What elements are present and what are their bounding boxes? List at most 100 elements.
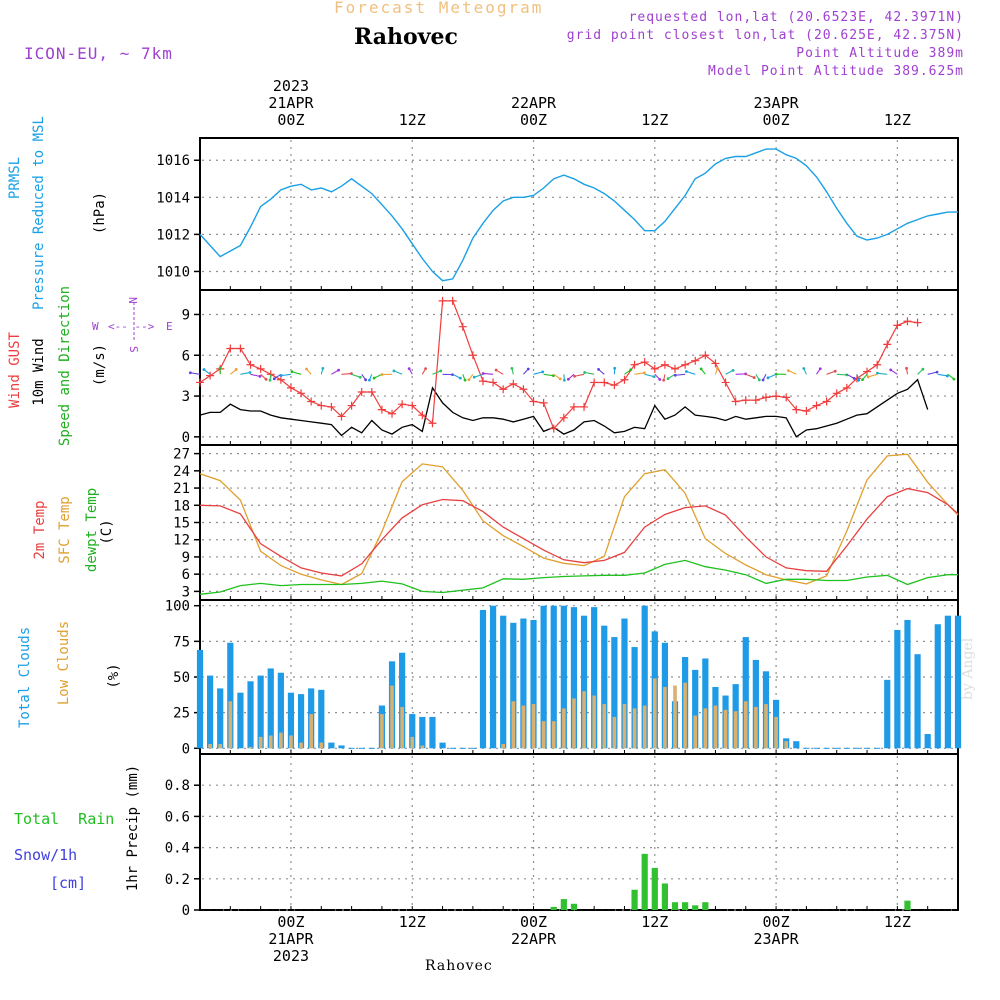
low-cloud-bar bbox=[572, 698, 576, 749]
low-cloud-bar bbox=[582, 691, 586, 749]
wind-direction-arrowhead bbox=[818, 367, 822, 371]
gust-point bbox=[276, 375, 285, 384]
wind-ytick-label: 0 bbox=[182, 430, 190, 446]
precip-panel-frame bbox=[199, 753, 959, 911]
gust-point bbox=[590, 378, 599, 387]
wind-direction-arrow bbox=[644, 373, 655, 378]
low-cloud-bar bbox=[764, 704, 768, 749]
gust-point bbox=[691, 356, 700, 365]
wind-direction-arrowhead bbox=[573, 374, 576, 378]
wind-direction-arrow bbox=[250, 373, 261, 377]
bottom-times-label: 00Z 22APR bbox=[489, 914, 579, 948]
gust-point bbox=[196, 378, 204, 387]
wind-direction-arrowhead bbox=[321, 366, 325, 370]
total-cloud-bar bbox=[489, 605, 497, 749]
gust-point bbox=[519, 385, 528, 394]
wind-direction-arrowhead bbox=[766, 376, 770, 380]
gust-point bbox=[640, 358, 649, 367]
wind-direction-arrowhead bbox=[494, 368, 498, 372]
low-cloud-bar bbox=[693, 715, 698, 749]
gust-point bbox=[317, 401, 326, 410]
gust-point bbox=[388, 409, 397, 418]
wind-direction-arrow bbox=[533, 371, 543, 375]
gust-point bbox=[428, 419, 437, 428]
total-cloud-bar bbox=[934, 624, 941, 749]
low-cloud-bar bbox=[400, 706, 404, 749]
low-cloud-bar bbox=[541, 721, 546, 749]
wind-direction-arrowhead bbox=[787, 369, 790, 373]
total-cloud-bar bbox=[924, 734, 931, 749]
clouds-ytick-label: 100 bbox=[165, 599, 190, 615]
low-cloud-bar bbox=[289, 735, 293, 749]
wind-direction-arrowhead bbox=[258, 374, 262, 378]
gust-point bbox=[863, 367, 872, 376]
total-cloud-bar bbox=[611, 637, 618, 749]
wind-direction-arrowhead bbox=[935, 370, 939, 374]
wind-direction-arrowhead bbox=[562, 378, 566, 382]
time-label-line: 12Z bbox=[398, 111, 426, 129]
rain-bar bbox=[641, 853, 648, 910]
wind-direction-arrowhead bbox=[757, 378, 761, 382]
low-cloud-bar bbox=[218, 744, 223, 749]
gust-point bbox=[681, 360, 690, 369]
wind-direction-arrowhead bbox=[472, 375, 476, 379]
wind-direction-arrow bbox=[634, 372, 645, 375]
compass-n: N bbox=[126, 297, 139, 304]
low-cloud-bar bbox=[410, 736, 415, 749]
wind-direction-arrowhead bbox=[866, 375, 870, 379]
rain-bar bbox=[651, 867, 658, 910]
gust-point bbox=[438, 296, 447, 305]
total-cloud-bar bbox=[318, 689, 325, 749]
gust-point bbox=[650, 364, 659, 373]
total-cloud-bar bbox=[904, 619, 911, 749]
wind-direction-arrowhead bbox=[921, 367, 925, 371]
wind-direction-arrowhead bbox=[337, 368, 340, 372]
wind-direction-arrowhead bbox=[666, 377, 670, 381]
wind-ytick-label: 6 bbox=[182, 348, 190, 364]
total-cloud-bar bbox=[742, 637, 749, 749]
wind-direction-arrow bbox=[351, 373, 361, 378]
total-cloud-bar bbox=[267, 668, 274, 749]
total-cloud-bar bbox=[520, 618, 527, 749]
gust-point bbox=[903, 317, 912, 326]
total-cloud-bar bbox=[227, 642, 234, 749]
gust-point bbox=[408, 401, 417, 410]
rain-bar bbox=[560, 899, 567, 910]
low-cloud-bar bbox=[663, 686, 667, 749]
rain-bar bbox=[661, 883, 669, 910]
requested-coordinates: requested lon,lat (20.6523E, 42.3971N) bbox=[628, 10, 964, 25]
wind-direction-arrowhead bbox=[861, 378, 864, 382]
wind-direction-arrowhead bbox=[731, 368, 735, 372]
temperature-ytick-label: 18 bbox=[173, 498, 190, 514]
total-cloud-bar bbox=[429, 716, 436, 749]
gust-point bbox=[792, 405, 801, 414]
gust-point bbox=[741, 396, 750, 405]
wind-direction-arrow bbox=[767, 373, 777, 379]
total-cloud-bar bbox=[439, 742, 446, 749]
top-times-label: 12Z bbox=[367, 112, 457, 129]
time-label-line: 00Z bbox=[519, 111, 548, 129]
gust-series-line bbox=[199, 300, 918, 430]
gust-point bbox=[630, 360, 639, 369]
bottom-times-label: 12Z bbox=[610, 914, 700, 931]
wind-direction-arrow bbox=[291, 371, 302, 375]
clouds-ytick-label: 50 bbox=[173, 670, 190, 686]
time-label-line: 22APR bbox=[510, 94, 557, 112]
top-times-label: 12Z bbox=[852, 112, 942, 129]
low-cloud-bar bbox=[713, 705, 718, 749]
gust-point bbox=[873, 360, 882, 369]
compass-e: E bbox=[166, 320, 173, 333]
wind-direction-arrowhead bbox=[876, 371, 879, 375]
wind-direction-arrow bbox=[725, 369, 734, 375]
pressure-panel-frame bbox=[199, 137, 959, 291]
wind-direction-arrowhead bbox=[481, 372, 485, 375]
gust-point bbox=[701, 351, 710, 360]
compass-s: S bbox=[127, 346, 140, 353]
gust-point bbox=[377, 405, 386, 414]
wind-direction-arrowhead bbox=[202, 368, 206, 371]
wind-direction-arrowhead bbox=[642, 371, 646, 375]
gust-point bbox=[478, 377, 487, 386]
low-cloud-bar bbox=[258, 736, 263, 749]
total-cloud-bar bbox=[621, 618, 628, 749]
compass-w: W bbox=[92, 320, 99, 333]
